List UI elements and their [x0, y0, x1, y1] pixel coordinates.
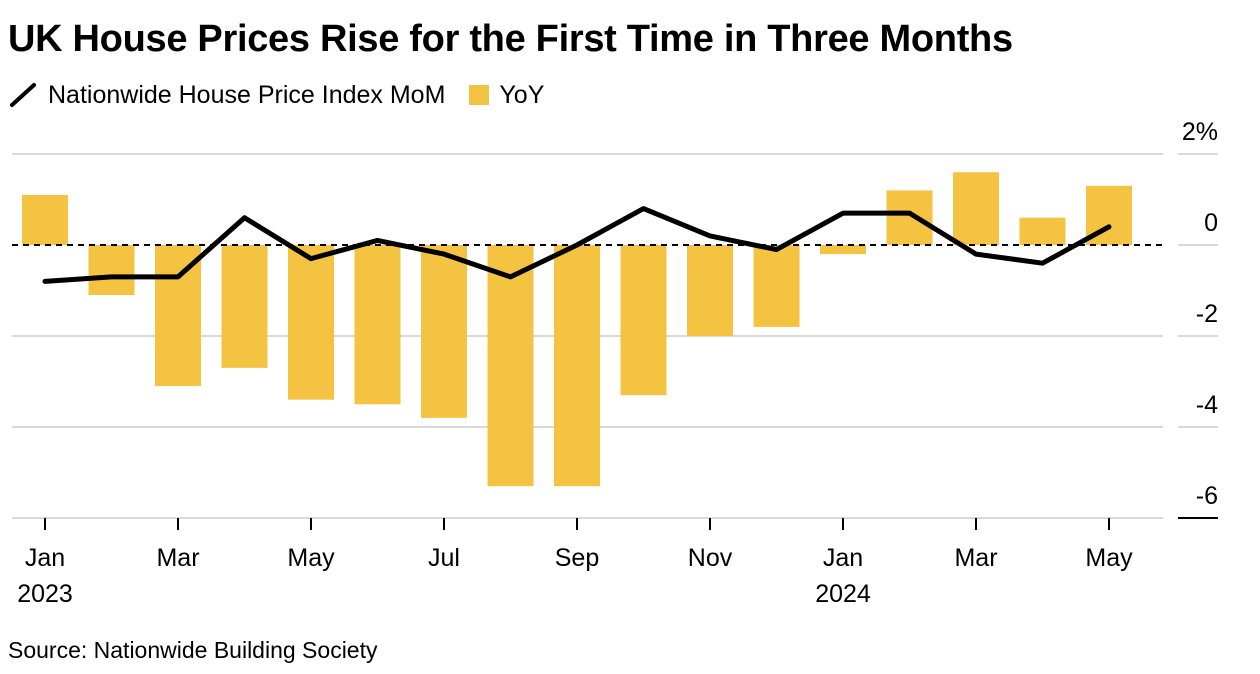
yoy-bar — [88, 245, 135, 296]
x-tick-label: Mar — [156, 544, 199, 572]
yoy-bar — [155, 245, 201, 387]
x-tick-label: Jul — [428, 544, 460, 572]
x-axis: Jan 2023 Mar May Jul Sep Nov Jan 2024 Mar May — [17, 518, 1133, 608]
legend-item-mom: Nationwide House Price Index MoM — [8, 80, 445, 110]
yoy-bar — [22, 194, 68, 245]
yoy-bar — [1019, 217, 1066, 245]
legend-label-yoy: YoY — [499, 80, 545, 109]
x-tick-label: Jan — [25, 544, 65, 572]
x-tick-label: Jan — [823, 544, 863, 572]
y-tick-label: -6 — [1196, 482, 1218, 510]
y-tick-label: -2 — [1196, 300, 1218, 328]
y-tick-label: 0 — [1204, 209, 1218, 237]
yoy-bar — [288, 245, 334, 400]
y-tick-label: 2% — [1182, 118, 1218, 146]
yoy-bar — [953, 172, 999, 245]
x-tick-year-label: 2023 — [17, 580, 73, 608]
bar-layer — [22, 172, 1132, 487]
yoy-bar — [820, 245, 866, 255]
yoy-bar — [221, 245, 268, 368]
line-swatch-icon — [10, 83, 36, 107]
y-tick-label: -4 — [1196, 391, 1218, 419]
x-tick-label: Mar — [954, 544, 997, 572]
x-tick-label: May — [287, 544, 335, 572]
legend: Nationwide House Price Index MoM YoY — [8, 80, 568, 110]
yoy-bar — [687, 245, 733, 336]
yoy-bar — [421, 245, 467, 418]
yoy-bar — [354, 245, 401, 405]
yoy-bar — [753, 245, 800, 327]
chart-title: UK House Prices Rise for the First Time … — [8, 18, 1013, 60]
yoy-bar — [554, 245, 600, 487]
x-tick-label: May — [1085, 544, 1133, 572]
bar-swatch-icon — [469, 85, 490, 105]
x-tick-label: Sep — [555, 544, 599, 572]
legend-label-mom: Nationwide House Price Index MoM — [48, 80, 446, 109]
line-layer — [42, 206, 1112, 284]
yoy-bar — [886, 190, 933, 245]
yoy-bar — [620, 245, 667, 396]
x-tick-year-label: 2024 — [815, 580, 871, 608]
x-tick-label: Nov — [688, 544, 733, 572]
yoy-bar — [487, 245, 534, 487]
legend-item-yoy: YoY — [469, 81, 544, 110]
source-note: Source: Nationwide Building Society — [8, 637, 378, 663]
y-axis: 2% 0 -2 -4 -6 — [1178, 118, 1218, 519]
